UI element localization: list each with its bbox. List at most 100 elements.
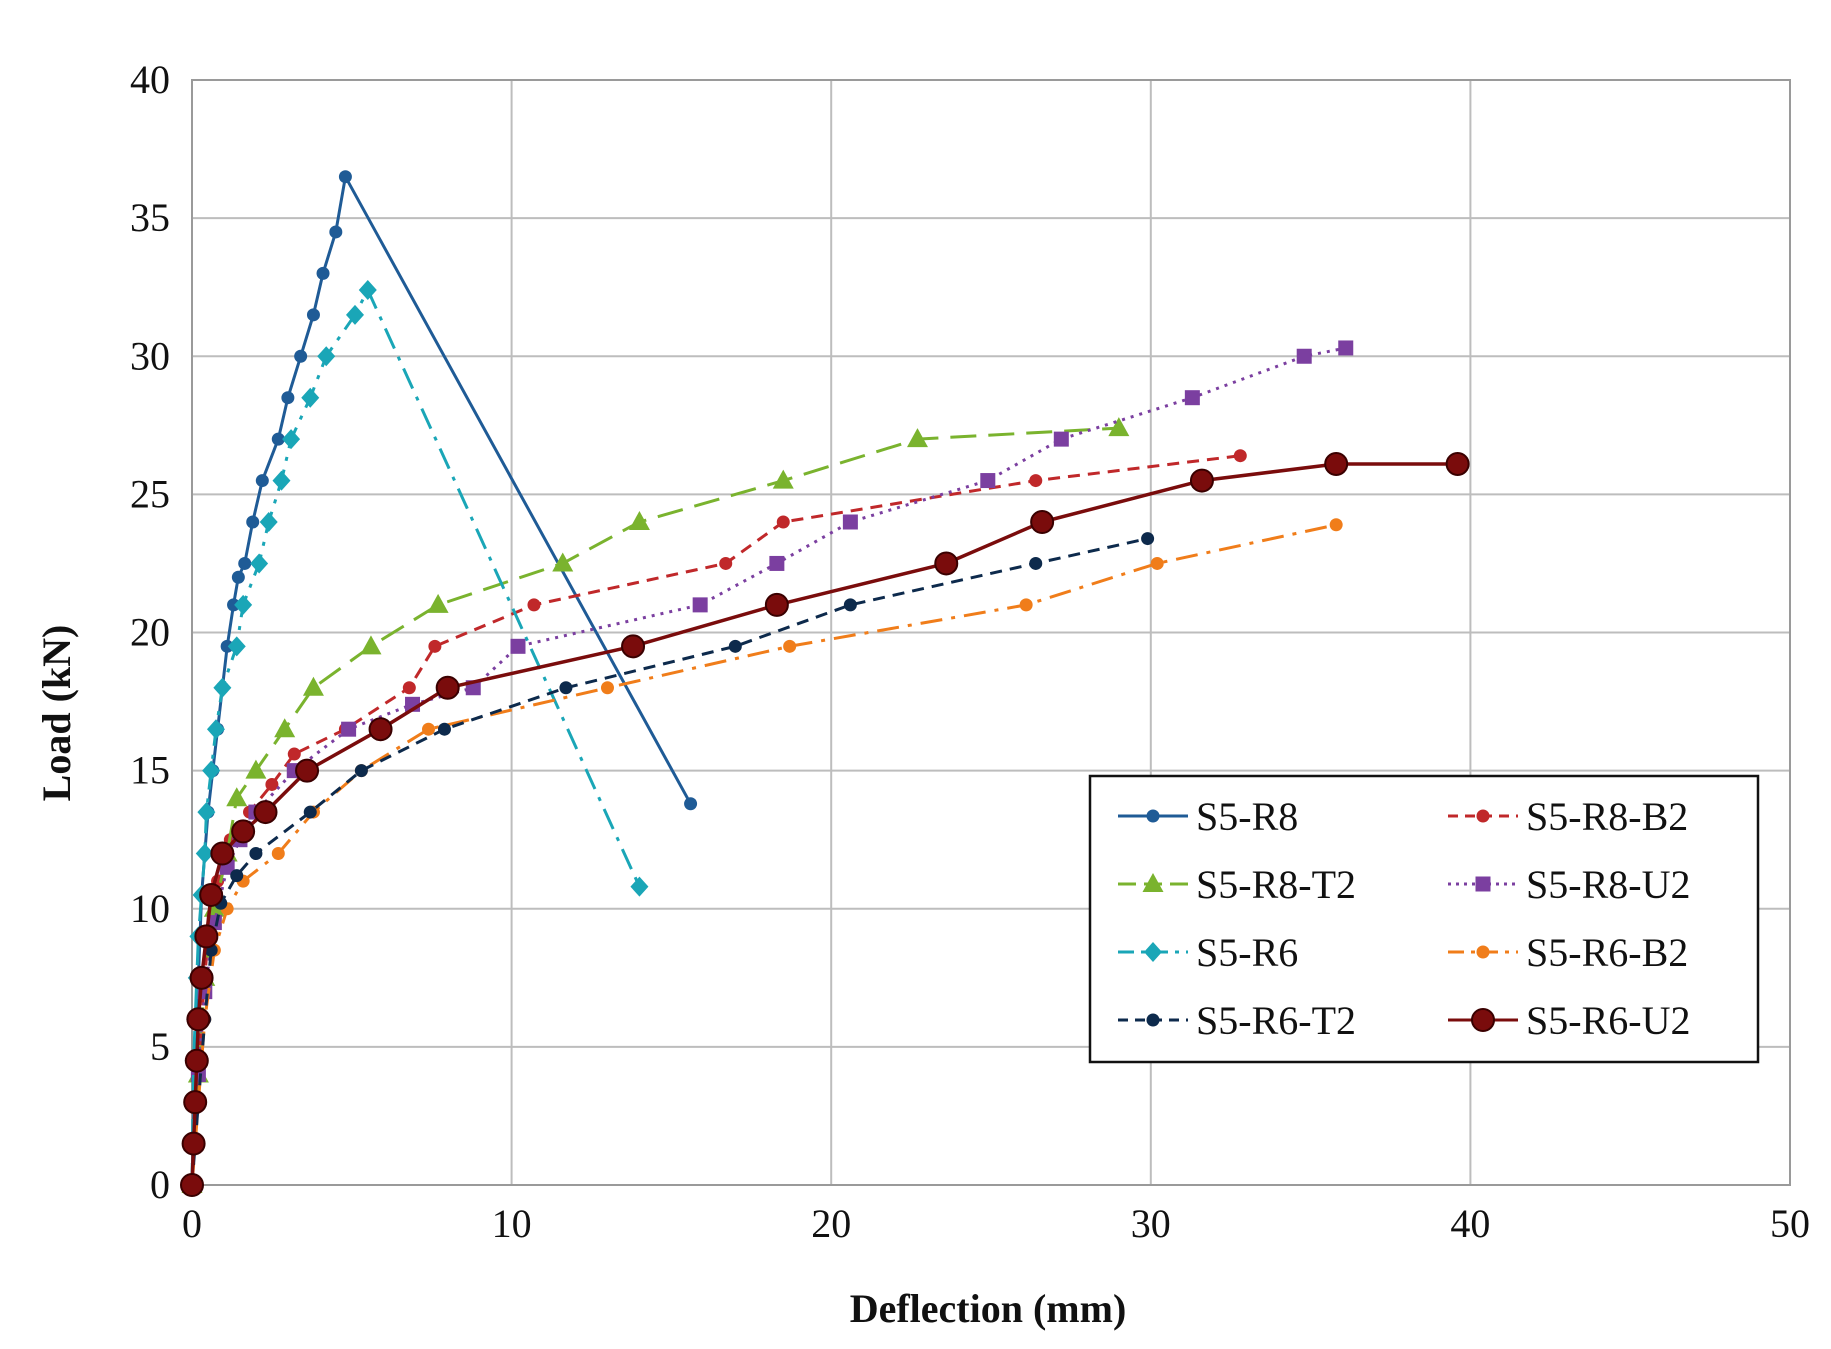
- legend-label: S5-R6-T2: [1196, 998, 1356, 1043]
- data-point-s5-r6-u2: [435, 675, 460, 700]
- data-point-s5-r6-t2: [354, 764, 368, 778]
- y-tick-label: 30: [130, 333, 170, 378]
- data-point-s5-r6-t2: [249, 847, 263, 860]
- x-tick-label: 20: [811, 1201, 851, 1246]
- data-point-s5-r6-t2: [1029, 556, 1043, 570]
- data-point-s5-r8-t2: [245, 759, 267, 779]
- series-line-s5-r6-t2: [190, 537, 1148, 1186]
- data-point-s5-r6: [234, 594, 253, 615]
- data-point-s5-r8-t2: [1108, 417, 1130, 437]
- legend-label: S5-R6: [1196, 930, 1298, 975]
- data-point-s5-r6-u2: [210, 841, 235, 866]
- data-point-s5-r8-u2: [980, 473, 996, 489]
- data-point-s5-r6-u2: [186, 1007, 211, 1032]
- data-point-s5-r6-b2: [1019, 598, 1033, 612]
- data-point-s5-r6-u2: [184, 1048, 209, 1073]
- y-tick-label: 15: [130, 748, 170, 793]
- data-point-s5-r8-t2: [360, 635, 382, 655]
- data-point-s5-r6-t2: [437, 722, 451, 736]
- data-point-s5-r6-u2: [181, 1131, 206, 1156]
- grid: [191, 79, 1791, 1186]
- data-point-s5-r8-u2: [769, 555, 785, 571]
- data-point-s5-r8: [271, 432, 285, 446]
- data-point-s5-r8-b2: [527, 598, 541, 612]
- legend-label: S5-R6-B2: [1526, 930, 1688, 975]
- plot-frame: [191, 79, 1791, 1186]
- data-point-s5-r8: [329, 225, 343, 239]
- data-point-s5-r6: [206, 719, 225, 740]
- data-point-s5-r6: [250, 553, 269, 574]
- data-point-s5-r6-u2: [189, 965, 214, 990]
- data-point-s5-r8: [316, 266, 330, 280]
- legend-label: S5-R8-U2: [1526, 862, 1690, 907]
- data-point-s5-r6-t2: [559, 681, 573, 695]
- data-point-s5-r8-t2: [552, 552, 574, 572]
- data-point-s5-r6-u2: [199, 882, 224, 907]
- data-point-s5-r6-b2: [783, 639, 797, 653]
- data-point-s5-r8-u2: [1184, 390, 1200, 406]
- x-tick-label: 30: [1131, 1201, 1171, 1246]
- data-point-s5-r8-t2: [772, 469, 794, 489]
- series-line-s5-r8-u2: [190, 346, 1347, 1186]
- data-point-s5-r8: [281, 391, 295, 405]
- y-tick-label: 0: [150, 1162, 170, 1207]
- legend-label: S5-R6-U2: [1526, 998, 1690, 1043]
- plot-area: [180, 170, 1470, 1197]
- legend-item-s5-r8: S5-R8: [1118, 794, 1298, 839]
- legend-box: [1088, 774, 1760, 1064]
- y-tick-label: 5: [150, 1024, 170, 1069]
- tick-labels: 0 10 20 30 40 50 0 5 10 15 20 25 30 35 40: [130, 57, 1810, 1246]
- data-point-s5-r6-u2: [621, 634, 646, 659]
- legend-swatch-marker: [1144, 942, 1162, 962]
- y-tick-label: 10: [130, 886, 170, 931]
- data-point-s5-r8-u2: [341, 721, 357, 737]
- data-point-s5-r6-t2: [303, 805, 317, 819]
- series-line-s5-r8-b2: [190, 454, 1241, 1186]
- data-point-s5-r8-b2: [287, 747, 301, 761]
- data-point-s5-r6: [195, 843, 214, 864]
- data-point-s5-r8-b2: [719, 556, 733, 570]
- legend-swatch-marker: [1475, 876, 1491, 892]
- x-tick-label: 50: [1770, 1201, 1810, 1246]
- data-point-s5-r8-b2: [265, 777, 279, 791]
- data-point-s5-r8-t2: [427, 593, 449, 613]
- data-point-s5-r6-t2: [728, 639, 742, 653]
- data-point-s5-r8-t2: [274, 718, 296, 738]
- data-point-s5-r8-b2: [776, 515, 790, 529]
- x-tick-label: 40: [1450, 1201, 1490, 1246]
- data-point-s5-r8: [294, 349, 308, 363]
- data-point-s5-r6-u2: [194, 924, 219, 949]
- data-point-s5-r6-u2: [295, 758, 320, 783]
- legend-item-s5-r6-b2: S5-R6-B2: [1448, 930, 1688, 975]
- y-axis-title: Load (kN): [34, 625, 79, 802]
- series-s5-r8-b2: [185, 449, 1247, 1192]
- data-point-s5-r6: [197, 802, 216, 823]
- data-point-s5-r6: [259, 512, 278, 532]
- data-point-s5-r8-b2: [402, 681, 416, 695]
- data-point-s5-r6-u2: [368, 717, 393, 742]
- data-point-s5-r8-t2: [302, 676, 324, 696]
- data-point-s5-r8-u2: [1053, 431, 1069, 447]
- legend-swatch-marker: [1146, 809, 1160, 823]
- data-point-s5-r6-b2: [1329, 518, 1343, 532]
- legend-swatch-marker: [1471, 1008, 1495, 1032]
- data-point-s5-r6-b2: [271, 847, 285, 860]
- data-point-s5-r8-t2: [226, 787, 248, 807]
- data-point-s5-r8: [338, 170, 352, 184]
- legend-swatch-marker: [1476, 945, 1490, 959]
- data-point-s5-r8-u2: [1296, 348, 1312, 364]
- data-point-s5-r8-b2: [1029, 474, 1043, 488]
- x-tick-label: 10: [492, 1201, 532, 1246]
- data-point-s5-r8: [306, 308, 320, 322]
- data-point-s5-r8-b2: [428, 639, 442, 653]
- data-point-s5-r6-u2: [1445, 451, 1470, 476]
- data-point-s5-r6: [213, 677, 232, 698]
- data-point-s5-r6-u2: [764, 592, 789, 617]
- data-point-s5-r6: [282, 429, 301, 450]
- data-point-s5-r8: [255, 474, 269, 488]
- data-point-s5-r6-u2: [253, 800, 278, 825]
- legend-item-s5-r8-u2: S5-R8-U2: [1448, 862, 1690, 907]
- data-point-s5-r8-b2: [1233, 449, 1247, 463]
- series-line-s5-r8-t2: [190, 426, 1119, 1186]
